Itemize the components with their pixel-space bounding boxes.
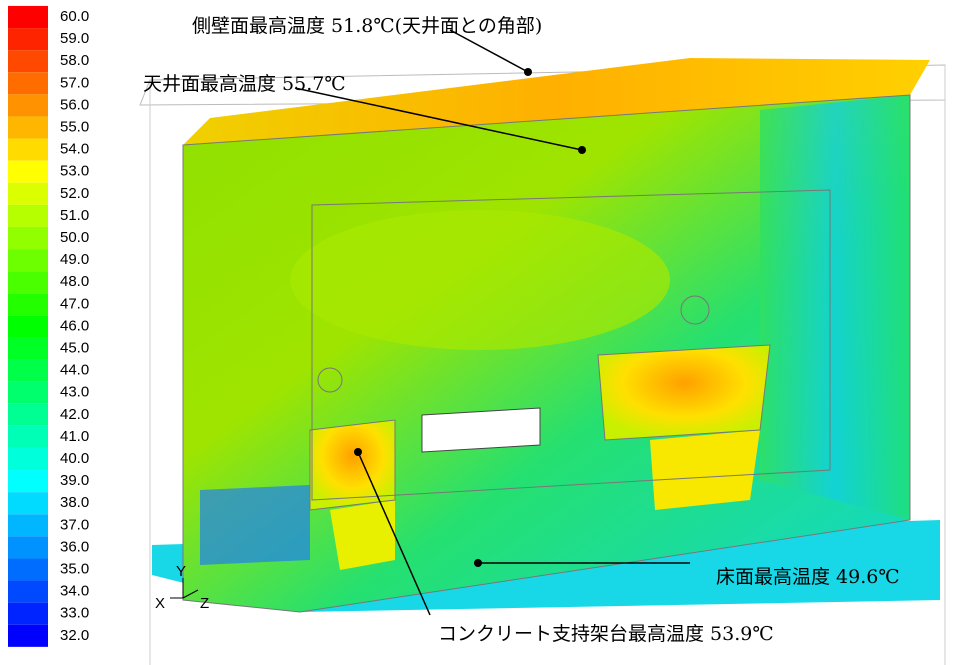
tick-label: 34.0 <box>60 583 89 600</box>
color-swatch <box>8 5 48 29</box>
color-swatch <box>8 138 48 161</box>
axis-label: X <box>155 595 165 612</box>
annotation: 側壁面最高温度 51.8℃(天井面との角部) <box>192 15 542 37</box>
tick-label: 54.0 <box>60 141 89 158</box>
color-swatch <box>8 558 48 581</box>
tick-label: 37.0 <box>60 516 89 533</box>
tick-label: 40.0 <box>60 450 89 467</box>
tick-label: 57.0 <box>60 74 89 91</box>
tick-label: 50.0 <box>60 229 89 246</box>
model <box>139 58 946 665</box>
tick-label: 41.0 <box>60 428 89 445</box>
tick-label: 45.0 <box>60 339 89 356</box>
color-swatch <box>8 293 48 316</box>
color-swatch <box>8 160 48 183</box>
tick-label: 44.0 <box>60 362 89 379</box>
color-swatch <box>8 514 48 537</box>
color-swatch <box>8 28 48 51</box>
tick-label: 55.0 <box>60 118 89 135</box>
color-swatch <box>8 536 48 559</box>
color-swatch <box>8 72 48 95</box>
annotation: 床面最高温度 49.6℃ <box>716 566 900 588</box>
color-swatch <box>8 492 48 515</box>
tick-label: 49.0 <box>60 251 89 268</box>
tick-label: 39.0 <box>60 472 89 489</box>
tick-label: 32.0 <box>60 627 89 644</box>
tick-label: 56.0 <box>60 96 89 113</box>
annotation: コンクリート支持架台最高温度 53.9℃ <box>438 623 774 645</box>
color-swatch <box>8 116 48 139</box>
color-swatch <box>8 425 48 448</box>
colorbar: 60.0 59.0 58.0 57.0 56.0 55.0 54.0 53.0 52.0 51.0… <box>8 5 89 647</box>
color-swatch <box>8 580 48 603</box>
tick-label: 38.0 <box>60 494 89 511</box>
annotation: 天井面最高温度 55.7℃ <box>143 73 346 95</box>
tick-label: 60.0 <box>60 8 89 25</box>
tick-label: 46.0 <box>60 317 89 334</box>
axis-triad <box>170 578 199 599</box>
tick-label: 51.0 <box>60 207 89 224</box>
leaders <box>294 29 690 616</box>
tick-label: 43.0 <box>60 384 89 401</box>
color-swatch <box>8 337 48 360</box>
color-swatch <box>8 94 48 117</box>
color-swatch <box>8 381 48 404</box>
tick-label: 48.0 <box>60 273 89 290</box>
axis-label: Y <box>176 563 186 580</box>
tick-label: 35.0 <box>60 560 89 577</box>
tick-label: 53.0 <box>60 163 89 180</box>
color-swatch <box>8 249 48 272</box>
tick-label: 33.0 <box>60 605 89 622</box>
tick-label: 52.0 <box>60 185 89 202</box>
tick-label: 36.0 <box>60 538 89 555</box>
tick-label: 58.0 <box>60 52 89 69</box>
color-swatch <box>8 50 48 73</box>
tick-label: 59.0 <box>60 30 89 47</box>
color-swatch <box>8 447 48 471</box>
axis-label: Z <box>200 595 209 612</box>
color-swatch <box>8 182 48 205</box>
color-swatch <box>8 403 48 426</box>
color-swatch <box>8 271 48 294</box>
color-swatch <box>8 226 48 250</box>
tick-label: 47.0 <box>60 295 89 312</box>
markers <box>354 68 586 567</box>
color-swatch <box>8 470 48 493</box>
tick-label: 42.0 <box>60 406 89 423</box>
color-swatch <box>8 359 48 382</box>
color-swatch <box>8 624 48 647</box>
color-swatch <box>8 602 48 625</box>
color-swatch <box>8 315 48 338</box>
color-swatch <box>8 204 48 227</box>
